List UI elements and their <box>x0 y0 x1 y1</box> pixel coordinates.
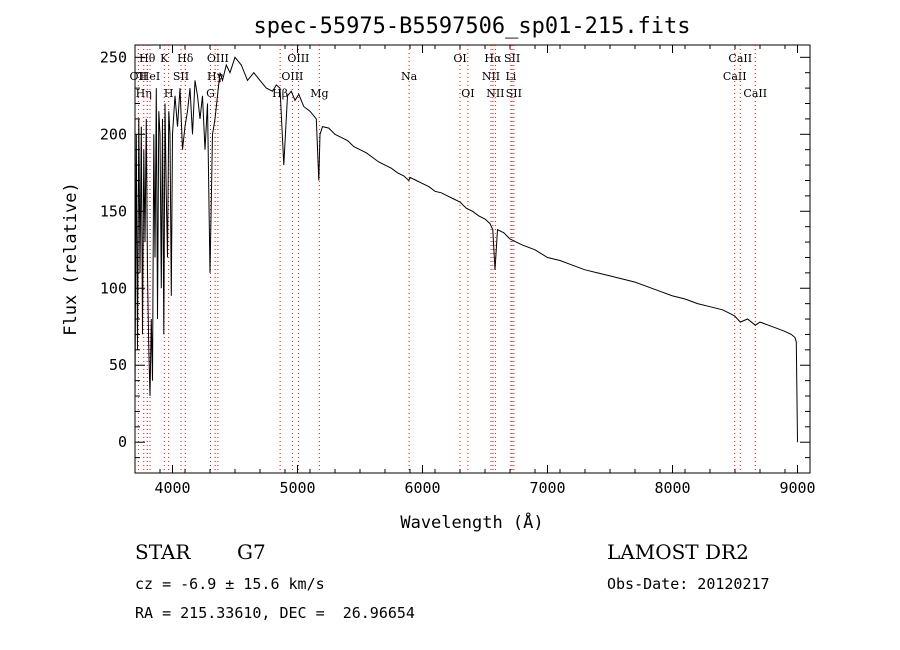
y-tick-label: 200 <box>100 125 127 143</box>
x-tick-label: 8000 <box>654 479 690 497</box>
line-marker-label: G <box>206 87 215 100</box>
line-marker-label: OIII <box>287 52 309 65</box>
coordinates-readout: RA = 215.33610, DEC = 26.96654 <box>135 604 415 622</box>
spectrum-line <box>134 56 798 443</box>
line-marker-label: Hη <box>136 87 152 100</box>
line-marker-label: OIII <box>207 52 229 65</box>
x-tick-label: 5000 <box>279 479 315 497</box>
line-marker-label: HeI <box>140 70 160 83</box>
y-axis-label: Flux (relative) <box>61 182 81 336</box>
line-marker-label: NII <box>482 70 500 83</box>
x-axis-label: Wavelength (Å) <box>400 511 543 533</box>
y-tick-label: 250 <box>100 48 127 66</box>
line-marker-label: OII <box>130 70 148 83</box>
line-marker-label: Mg <box>310 87 328 100</box>
line-marker-label: CaII <box>728 52 752 65</box>
line-marker-label: CaII <box>743 87 767 100</box>
line-marker-label: OI <box>461 87 474 100</box>
line-marker-label: SII <box>506 87 522 100</box>
survey-name: LAMOST DR2 <box>607 540 749 564</box>
line-marker-label: Hθ <box>139 52 156 65</box>
line-marker-label: OI <box>453 52 466 65</box>
line-marker-label: SII <box>173 70 189 83</box>
x-tick-label: 9000 <box>779 479 815 497</box>
object-class: STAR <box>135 540 191 564</box>
plot-frame <box>134 44 811 474</box>
line-marker-label: CaII <box>723 70 747 83</box>
object-subclass: G7 <box>237 540 266 564</box>
x-tick-label: 4000 <box>154 479 190 497</box>
y-tick-label: 0 <box>118 433 127 451</box>
redshift-readout: cz = -6.9 ± 15.6 km/s <box>135 575 325 593</box>
line-marker-label: H <box>164 87 174 100</box>
line-marker-label: Li <box>505 70 516 83</box>
line-marker-label: Na <box>401 70 418 83</box>
y-tick-label: 100 <box>100 279 127 297</box>
y-tick-label: 150 <box>100 202 127 220</box>
x-tick-label: 6000 <box>404 479 440 497</box>
line-marker-label: Hα <box>484 52 502 65</box>
line-markers: OIIHηHθHeIKHSIIHδGHγOIIIHβOIIIOIIIMgNaOI… <box>130 45 767 473</box>
chart-title: spec-55975-B5597506_sp01-215.fits <box>253 14 690 39</box>
x-tick-label: 7000 <box>529 479 565 497</box>
y-tick-label: 50 <box>109 356 127 374</box>
line-marker-label: NII <box>486 87 504 100</box>
line-marker-label: SII <box>504 52 520 65</box>
line-marker-label: Hδ <box>177 52 194 65</box>
observation-date: Obs-Date: 20120217 <box>607 575 770 593</box>
line-marker-label: K <box>160 52 169 65</box>
line-marker-label: OIII <box>281 70 303 83</box>
